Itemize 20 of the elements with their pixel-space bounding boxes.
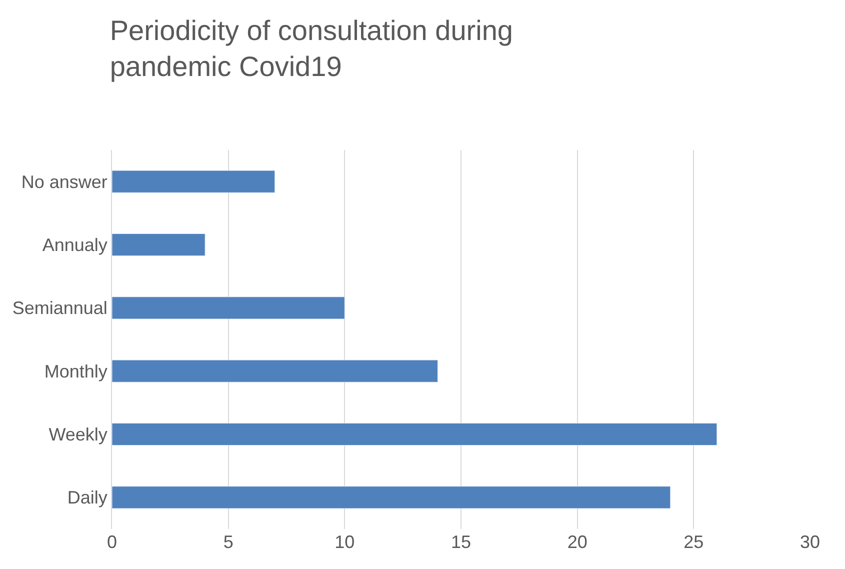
x-tick-label: 20 xyxy=(567,532,588,552)
bar xyxy=(112,233,206,256)
y-tick-label: Annualy xyxy=(42,235,108,256)
y-tick-label: Monthly xyxy=(44,361,108,382)
x-tick-label: 10 xyxy=(334,532,355,552)
y-tick-label: Weekly xyxy=(48,424,108,445)
bar xyxy=(112,422,718,446)
x-tick-label: 25 xyxy=(684,532,704,552)
y-tick-label: Semiannual xyxy=(12,298,108,318)
bar xyxy=(112,360,438,382)
x-tick-label: 30 xyxy=(800,532,820,552)
x-tick-label: 5 xyxy=(223,532,234,552)
x-tick-label: 15 xyxy=(450,532,472,552)
bar xyxy=(112,170,276,193)
chart-title: Periodicity of consultation during pandemic Covid19 xyxy=(110,14,513,82)
y-tick-label: No answer xyxy=(21,172,108,192)
y-tick-label: Daily xyxy=(67,488,108,508)
x-tick-label: 0 xyxy=(106,532,118,552)
bar xyxy=(112,296,345,320)
bar xyxy=(112,486,671,509)
